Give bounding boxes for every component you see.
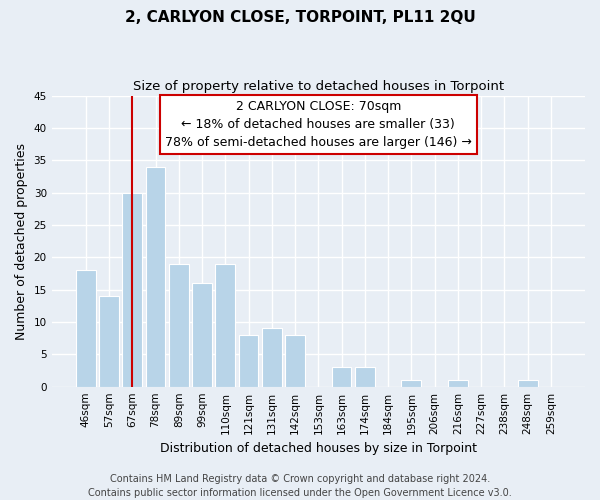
Bar xyxy=(146,166,166,386)
X-axis label: Distribution of detached houses by size in Torpoint: Distribution of detached houses by size … xyxy=(160,442,477,455)
Text: Contains HM Land Registry data © Crown copyright and database right 2024.
Contai: Contains HM Land Registry data © Crown c… xyxy=(88,474,512,498)
Bar xyxy=(239,335,259,386)
Bar xyxy=(518,380,538,386)
Bar xyxy=(99,296,119,386)
Bar xyxy=(355,368,375,386)
Bar xyxy=(448,380,468,386)
Bar xyxy=(332,368,352,386)
Bar xyxy=(285,335,305,386)
Title: Size of property relative to detached houses in Torpoint: Size of property relative to detached ho… xyxy=(133,80,504,93)
Bar xyxy=(401,380,421,386)
Bar xyxy=(169,264,188,386)
Text: 2, CARLYON CLOSE, TORPOINT, PL11 2QU: 2, CARLYON CLOSE, TORPOINT, PL11 2QU xyxy=(125,10,475,25)
Text: 2 CARLYON CLOSE: 70sqm
← 18% of detached houses are smaller (33)
78% of semi-det: 2 CARLYON CLOSE: 70sqm ← 18% of detached… xyxy=(165,100,472,149)
Bar xyxy=(76,270,95,386)
Bar xyxy=(192,283,212,387)
Bar xyxy=(215,264,235,386)
Bar xyxy=(262,328,282,386)
Bar xyxy=(122,192,142,386)
Y-axis label: Number of detached properties: Number of detached properties xyxy=(15,142,28,340)
